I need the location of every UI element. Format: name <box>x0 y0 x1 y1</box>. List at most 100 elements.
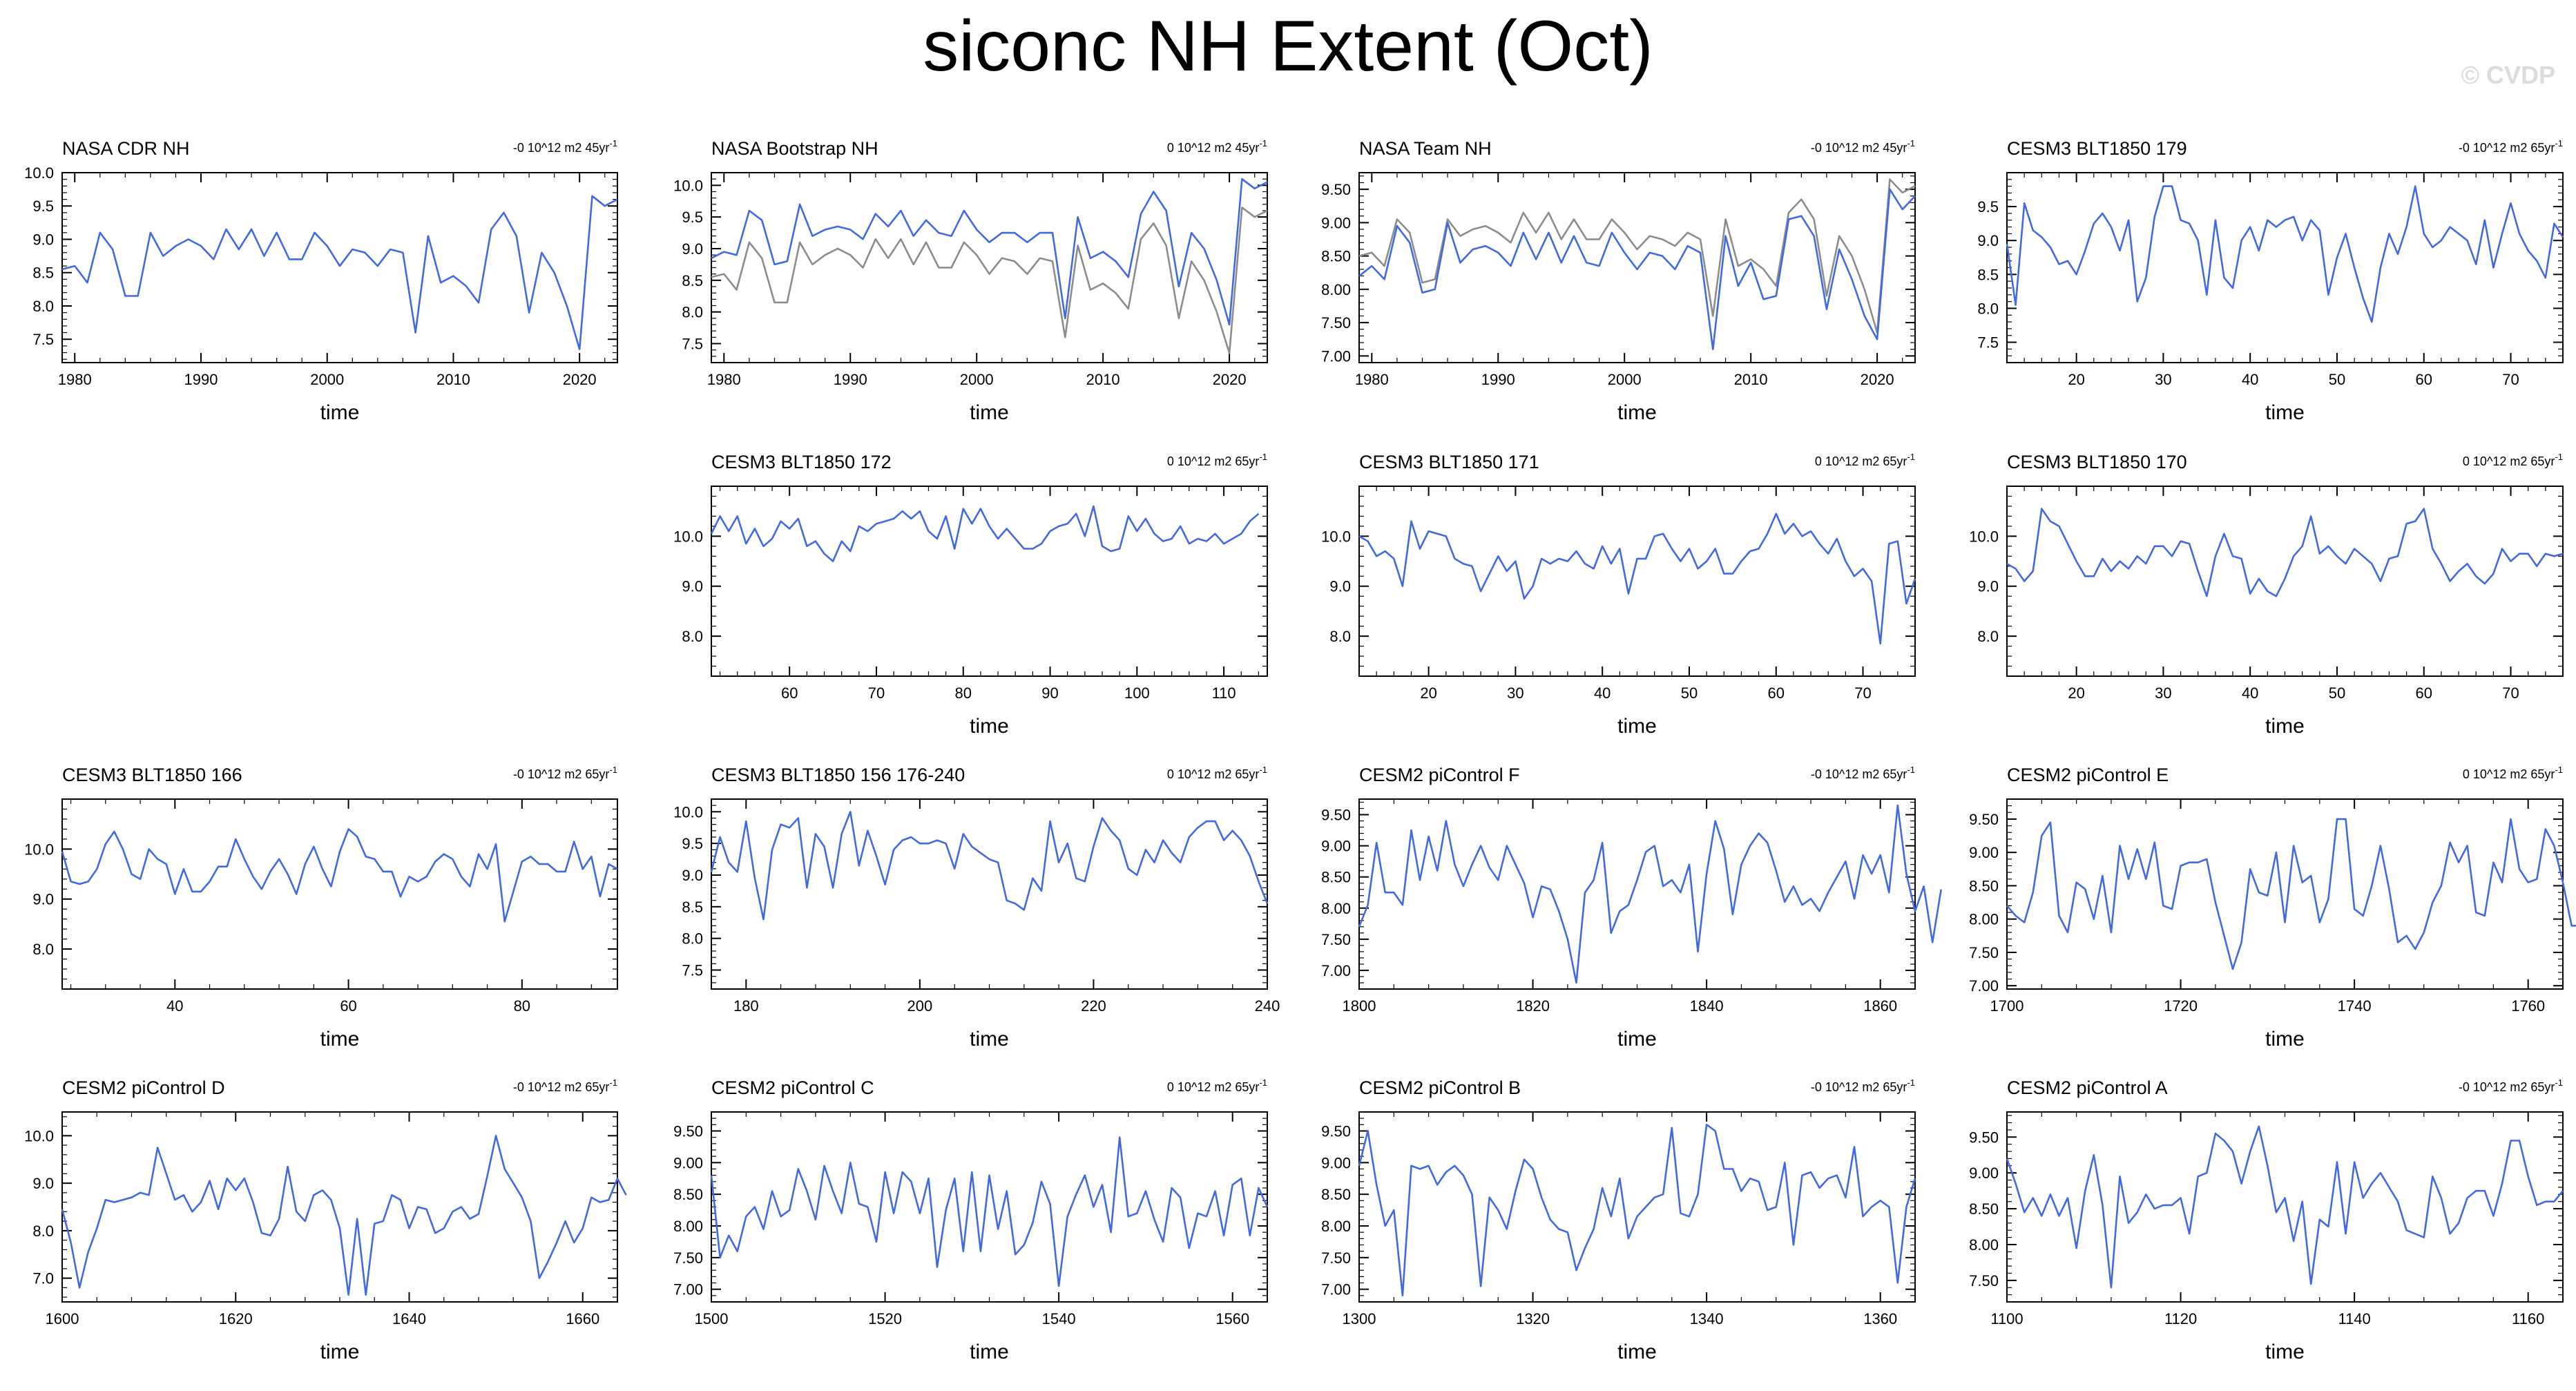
y-tick-label: 9.50 <box>1321 181 1351 198</box>
series-line <box>2006 508 2564 597</box>
y-tick-label: 7.50 <box>1969 944 1999 961</box>
y-tick-label: 9.0 <box>1329 578 1351 595</box>
x-tick-label: 110 <box>1212 684 1236 702</box>
trend-label: -0 10^12 m2 65yr-1 <box>513 765 617 781</box>
x-tick-label: 70 <box>868 684 885 702</box>
series-line <box>61 828 618 923</box>
x-tick-label: 60 <box>2416 371 2432 388</box>
x-axis-title: time <box>1617 1341 1657 1363</box>
plot-frame <box>2006 486 2564 677</box>
series-line <box>61 1135 627 1296</box>
x-tick-label: 1820 <box>1516 997 1550 1015</box>
x-tick-label: 1640 <box>392 1310 426 1327</box>
x-tick-label: 30 <box>2155 684 2171 702</box>
y-tick-label: 8.50 <box>1969 1200 1999 1218</box>
y-tick-label: 9.0 <box>682 867 703 884</box>
x-tick-label: 60 <box>2416 684 2432 702</box>
x-axis-title: time <box>970 715 1009 738</box>
y-tick-label: 10.0 <box>673 803 703 821</box>
x-tick-label: 40 <box>1594 684 1611 702</box>
x-tick-label: 1660 <box>566 1310 599 1327</box>
x-tick-label: 180 <box>733 997 759 1015</box>
x-axis-title: time <box>320 1341 360 1363</box>
chart-panel: CESM3 BLT1850 156 176-240 0 10^12 m2 65yr… <box>673 765 1280 1051</box>
y-tick-label: 9.50 <box>1969 811 1999 828</box>
series-line <box>1358 804 1942 984</box>
x-tick-label: 60 <box>781 684 798 702</box>
trend-label: 0 10^12 m2 65yr-1 <box>1167 765 1267 781</box>
panel-title: CESM3 BLT1850 156 176-240 <box>711 765 965 785</box>
panel-title: CESM2 piControl B <box>1359 1077 1521 1098</box>
y-tick-label: 8.0 <box>1977 628 1999 645</box>
y-tick-label: 7.5 <box>682 336 703 353</box>
panel-title: CESM2 piControl F <box>1359 765 1520 785</box>
panel-title: CESM3 BLT1850 170 <box>2007 452 2187 472</box>
chart-panel: CESM2 piControl A -0 10^12 m2 65yr-1 7.50 8… <box>1969 1077 2564 1363</box>
page-title: siconc NH Extent (Oct) <box>923 6 1653 86</box>
y-tick-label: 9.50 <box>1321 1123 1351 1140</box>
plot-frame <box>1358 172 1916 363</box>
series-line <box>2006 818 2576 970</box>
series-line <box>710 811 1269 921</box>
x-tick-label: 2010 <box>436 371 470 388</box>
y-tick-label: 7.00 <box>1969 977 1999 995</box>
x-tick-label: 80 <box>955 684 972 702</box>
y-tick-label: 9.5 <box>1977 198 1999 215</box>
y-tick-label: 8.0 <box>682 930 703 948</box>
x-tick-label: 1300 <box>1343 1310 1376 1327</box>
x-tick-label: 2020 <box>563 371 597 388</box>
x-axis-title: time <box>970 1341 1009 1363</box>
x-tick-label: 1520 <box>868 1310 902 1327</box>
y-tick-label: 9.50 <box>1321 807 1351 824</box>
plot-frame <box>2006 798 2564 990</box>
series-line <box>1358 178 1916 334</box>
plot-frame <box>711 486 1268 677</box>
x-axis-title: time <box>1617 715 1657 738</box>
x-tick-label: 1760 <box>2511 997 2545 1015</box>
trend-label: 0 10^12 m2 65yr-1 <box>1167 452 1267 468</box>
panel-title: CESM2 piControl E <box>2007 765 2169 785</box>
y-tick-label: 7.5 <box>1977 334 1999 352</box>
y-tick-label: 7.50 <box>673 1249 703 1267</box>
panel-title: CESM3 BLT1850 179 <box>2007 138 2187 159</box>
trend-label: -0 10^12 m2 45yr-1 <box>513 138 617 155</box>
y-tick-label: 9.50 <box>1969 1129 1999 1146</box>
x-tick-label: 1120 <box>2164 1310 2197 1327</box>
x-tick-label: 50 <box>2329 684 2345 702</box>
series-line <box>1358 1124 1916 1297</box>
y-tick-label: 9.00 <box>1321 838 1351 855</box>
x-axis-title: time <box>1617 401 1657 424</box>
y-tick-label: 9.5 <box>32 198 54 215</box>
series-line <box>710 505 1260 562</box>
y-tick-label: 9.00 <box>1969 844 1999 861</box>
panel-title: CESM2 piControl C <box>711 1077 874 1098</box>
panel-title: CESM3 BLT1850 171 <box>1359 452 1539 472</box>
y-tick-label: 8.50 <box>1321 869 1351 886</box>
y-tick-label: 7.00 <box>1321 1281 1351 1298</box>
y-tick-label: 10.0 <box>24 841 54 858</box>
y-tick-label: 10.0 <box>673 177 703 194</box>
y-tick-label: 7.5 <box>682 962 703 979</box>
chart-panel: CESM3 BLT1850 179 -0 10^12 m2 65yr-1 7.5 8.… <box>1977 138 2564 424</box>
y-tick-label: 9.0 <box>32 1175 54 1192</box>
x-axis-title: time <box>320 401 360 424</box>
y-tick-label: 10.0 <box>24 164 54 182</box>
x-tick-label: 2020 <box>1861 371 1894 388</box>
y-tick-label: 8.00 <box>1321 900 1351 917</box>
x-tick-label: 50 <box>2329 371 2345 388</box>
x-tick-label: 20 <box>2068 371 2084 388</box>
y-tick-label: 8.50 <box>1969 877 1999 894</box>
y-tick-label: 9.5 <box>682 835 703 852</box>
panel-title: NASA Bootstrap NH <box>711 138 878 159</box>
series-line <box>710 1136 1269 1287</box>
x-tick-label: 90 <box>1041 684 1058 702</box>
trend-label: -0 10^12 m2 65yr-1 <box>1811 1077 1915 1094</box>
y-tick-label: 7.50 <box>1321 931 1351 948</box>
y-tick-label: 7.50 <box>1321 314 1351 332</box>
plot-frame <box>1358 798 1916 990</box>
chart-panel: CESM3 BLT1850 171 0 10^12 m2 65yr-1 8.0 9.0… <box>1321 452 1916 738</box>
y-tick-label: 9.0 <box>32 231 54 248</box>
y-tick-label: 8.50 <box>673 1186 703 1203</box>
x-tick-label: 2000 <box>310 371 344 388</box>
y-tick-label: 8.0 <box>32 941 54 958</box>
